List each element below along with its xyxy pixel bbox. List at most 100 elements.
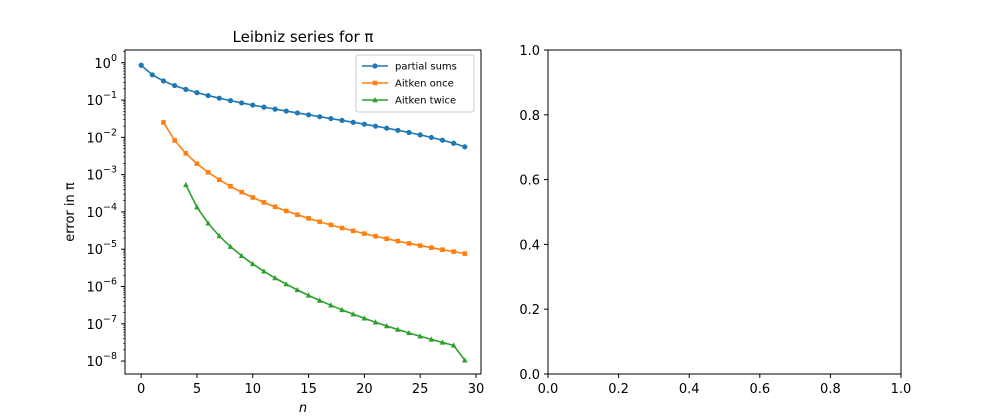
x-tick-label: 0.4 bbox=[679, 382, 700, 397]
data-point bbox=[149, 72, 155, 78]
data-point bbox=[439, 339, 446, 345]
data-point bbox=[361, 121, 367, 127]
x-tick-label: 20 bbox=[356, 382, 373, 397]
data-point bbox=[194, 204, 200, 210]
data-point bbox=[350, 119, 356, 125]
y-tick-label: 10−5 bbox=[86, 239, 117, 258]
data-point bbox=[216, 95, 222, 101]
y-tick-label: 1.0 bbox=[519, 44, 540, 59]
data-point bbox=[228, 184, 233, 189]
data-point bbox=[294, 110, 301, 116]
left-x-ticks: 0 5 10 15 20 25 30 bbox=[137, 374, 484, 397]
y-tick-label: 0.0 bbox=[519, 368, 540, 383]
data-point bbox=[283, 108, 289, 114]
right-axes: 0.0 0.2 0.4 0.6 0.8 1.0 0.0 0.2 0.4 0.6 0.8 1.0 bbox=[519, 44, 911, 397]
data-point bbox=[339, 225, 345, 231]
y-tick-label: 0.8 bbox=[519, 109, 540, 124]
x-tick-label: 30 bbox=[468, 382, 485, 397]
data-point bbox=[249, 260, 256, 267]
data-point bbox=[316, 297, 323, 303]
right-x-ticks: 0.0 0.2 0.4 0.6 0.8 1.0 bbox=[538, 374, 912, 397]
data-point bbox=[372, 63, 378, 69]
data-point bbox=[384, 125, 390, 131]
y-tick-label: 10−7 bbox=[86, 314, 117, 333]
data-point bbox=[183, 151, 189, 156]
data-point bbox=[272, 204, 278, 210]
data-point bbox=[261, 268, 267, 274]
x-tick-label: 0.8 bbox=[820, 382, 841, 397]
data-point bbox=[283, 281, 290, 287]
data-point bbox=[194, 90, 200, 96]
data-point bbox=[172, 138, 177, 143]
data-point bbox=[350, 311, 357, 317]
left-legend: partial sums Aitken once Aitken twice bbox=[355, 54, 475, 113]
y-tick-label: 10−6 bbox=[86, 276, 117, 295]
legend-box bbox=[355, 54, 475, 113]
data-point bbox=[205, 220, 211, 226]
left-y-axis-label: error in π bbox=[63, 182, 78, 242]
y-tick-label: 10−4 bbox=[86, 202, 117, 221]
data-point bbox=[339, 306, 345, 313]
y-tick-label: 10−1 bbox=[86, 90, 117, 109]
x-tick-label: 1.0 bbox=[891, 382, 912, 397]
series-line bbox=[162, 122, 465, 255]
y-tick-label: 10−8 bbox=[86, 351, 117, 370]
data-point bbox=[261, 200, 267, 205]
data-point bbox=[227, 98, 234, 104]
data-point bbox=[372, 80, 378, 86]
data-point bbox=[417, 333, 423, 339]
data-point bbox=[172, 82, 178, 89]
data-point bbox=[383, 322, 390, 329]
data-point bbox=[160, 78, 167, 84]
y-tick-label: 10−2 bbox=[86, 127, 117, 146]
data-point bbox=[373, 233, 378, 239]
data-point bbox=[339, 117, 345, 124]
data-point bbox=[294, 286, 301, 293]
x-tick-label: 25 bbox=[412, 382, 429, 397]
data-point bbox=[161, 120, 166, 125]
series-aitken-once bbox=[161, 120, 468, 256]
legend-label: Aitken twice bbox=[395, 96, 456, 107]
data-point bbox=[138, 62, 144, 68]
data-point bbox=[305, 292, 312, 298]
left-y-ticks: 100 10−1 10−2 10−3 10−4 10−5 10−6 10−7 10−8 bbox=[86, 51, 125, 370]
data-point bbox=[428, 336, 435, 342]
data-point bbox=[362, 231, 367, 236]
data-point bbox=[261, 104, 267, 110]
right-y-ticks: 0.0 0.2 0.4 0.6 0.8 1.0 bbox=[519, 44, 548, 383]
data-point bbox=[227, 243, 234, 249]
legend-entry: Aitken twice bbox=[362, 96, 456, 107]
right-plot-frame bbox=[547, 49, 902, 375]
y-tick-label: 100 bbox=[94, 53, 117, 72]
legend-label: partial sums bbox=[395, 62, 457, 73]
data-point bbox=[406, 129, 412, 136]
data-point bbox=[372, 97, 378, 103]
data-point bbox=[239, 100, 245, 106]
data-point bbox=[451, 249, 456, 254]
x-tick-label: 0.2 bbox=[608, 382, 629, 397]
data-point bbox=[194, 161, 200, 167]
data-point bbox=[317, 114, 323, 120]
data-point bbox=[406, 329, 412, 336]
data-point bbox=[361, 315, 368, 321]
data-point bbox=[328, 302, 334, 308]
data-point bbox=[372, 319, 379, 325]
y-tick-label: 0.4 bbox=[519, 238, 540, 253]
data-point bbox=[417, 243, 423, 248]
data-point bbox=[250, 195, 256, 200]
data-point bbox=[462, 251, 468, 256]
data-point bbox=[395, 127, 401, 133]
legend-entry: Aitken once bbox=[362, 79, 454, 90]
data-point bbox=[450, 342, 457, 348]
y-tick-label: 10−3 bbox=[86, 165, 117, 184]
data-point bbox=[317, 219, 323, 225]
x-tick-label: 0.6 bbox=[749, 382, 770, 397]
data-point bbox=[406, 241, 412, 246]
data-point bbox=[216, 233, 223, 239]
data-point bbox=[395, 326, 401, 332]
data-point bbox=[183, 86, 189, 92]
data-point bbox=[305, 112, 312, 118]
data-point bbox=[306, 216, 311, 221]
left-axes: 0 5 10 15 20 25 30 100 10−1 10−2 10−3 10−4 10−5 10−6… bbox=[63, 28, 484, 416]
